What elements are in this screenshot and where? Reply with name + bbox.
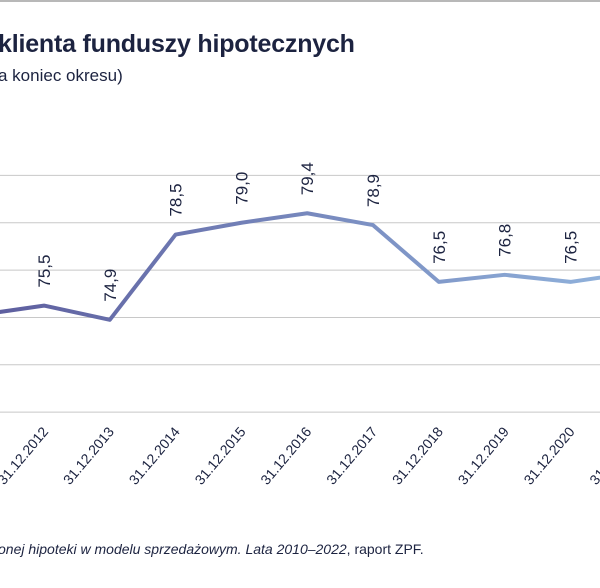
data-label: 78,9 [364, 174, 383, 207]
x-tick-label: 31.12.2013 [60, 423, 117, 487]
chart-subtitle: a koniec okresu) [0, 66, 123, 85]
x-tick-label: 31.12.2015 [191, 423, 248, 487]
x-tick-label: 31.12.2012 [0, 423, 51, 487]
top-rule [0, 0, 600, 2]
series-line [0, 211, 600, 322]
data-label: 79,0 [232, 172, 251, 205]
x-tick-label: 31.12.2016 [257, 423, 314, 487]
footnote: onej hipoteki w modelu sprzedażowym. Lat… [0, 541, 424, 557]
x-tick-label: 31.12.2014 [126, 423, 183, 487]
data-label: 76,8 [496, 224, 515, 257]
x-tick-label: 31.12.2018 [389, 423, 446, 487]
line-chart: 75,5 31.12.2012 74,9 31.12.2013 78,5 31.12.20… [0, 162, 600, 488]
x-tick-label: 31.12.2020 [520, 423, 577, 487]
x-tick-label: 31.12.2019 [455, 423, 512, 487]
data-label: 76,5 [561, 231, 580, 264]
x-tick-label: 31.12.2017 [323, 423, 380, 487]
chart-title: klienta funduszy hipotecznych [0, 30, 355, 58]
data-label: 79,4 [298, 162, 317, 195]
footnote-italic: onej hipoteki w modelu sprzedażowym. Lat… [0, 541, 347, 557]
data-label: 74,9 [101, 269, 120, 302]
x-tick-label: 31.12.2021 [586, 423, 600, 487]
data-label: 75,5 [35, 255, 54, 288]
footnote-plain: , raport ZPF. [346, 541, 424, 557]
data-label: 76,5 [430, 231, 449, 264]
data-label: 78,5 [167, 183, 186, 216]
